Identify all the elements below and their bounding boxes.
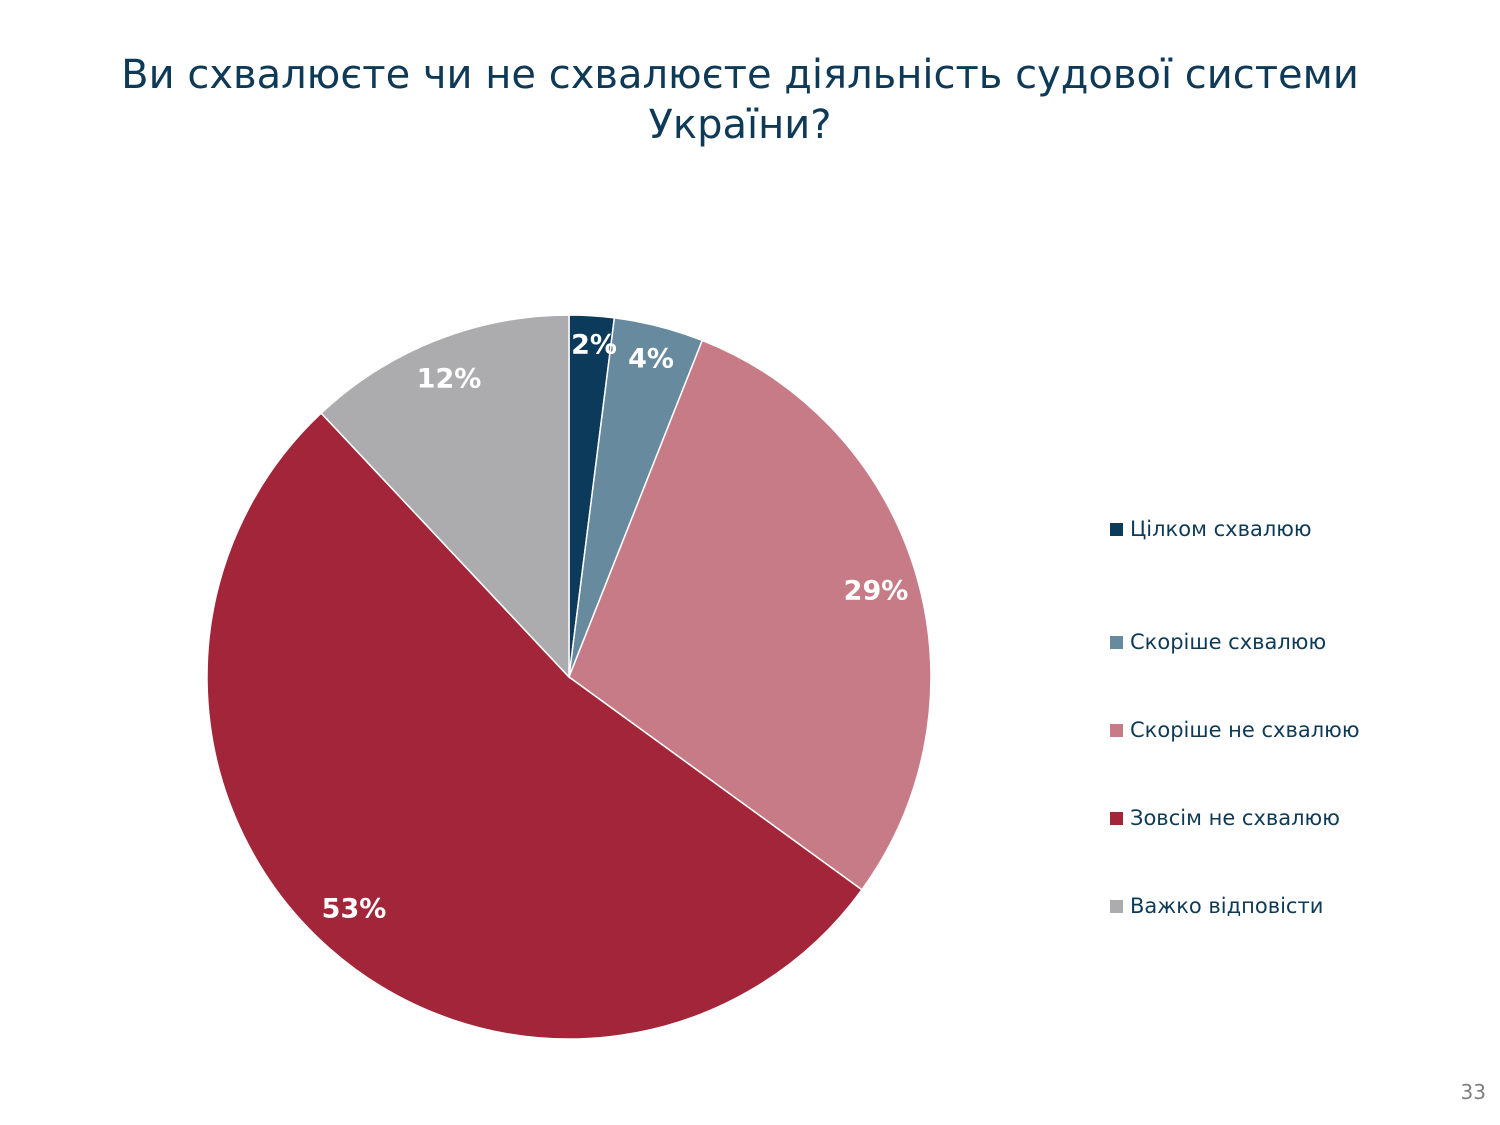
pie-slice bbox=[206, 412, 863, 1040]
legend-label: Зовсім не схвалюю bbox=[1130, 806, 1340, 830]
legend-label: Важко відповісти bbox=[1130, 894, 1324, 918]
pie-data-label: 29% bbox=[844, 576, 909, 607]
legend-label: Скоріше схвалюю bbox=[1130, 630, 1327, 654]
pie-data-labels: 2% 4% 29% 53% 12% bbox=[322, 330, 909, 925]
page-number: 33 bbox=[1460, 1080, 1486, 1104]
legend-item: Скоріше схвалюю bbox=[1110, 598, 1490, 686]
pie-data-label: 53% bbox=[322, 894, 387, 925]
legend-swatch bbox=[1110, 635, 1123, 649]
pie-slice bbox=[320, 314, 570, 679]
pie-slices bbox=[206, 314, 932, 1040]
legend-item: Важко відповісти bbox=[1110, 862, 1490, 950]
pie-data-label: 4% bbox=[628, 344, 674, 375]
legend-item: Скоріше не схвалюю bbox=[1110, 686, 1490, 774]
legend-swatch bbox=[1110, 723, 1123, 737]
legend-label: Скоріше не схвалюю bbox=[1130, 718, 1360, 742]
legend-swatch bbox=[1110, 522, 1123, 536]
chart-title: Ви схвалюєте чи не схвалюєте діяльність … bbox=[121, 52, 1359, 148]
legend-swatch bbox=[1110, 899, 1123, 913]
pie-slice bbox=[568, 339, 932, 891]
chart-legend: Цілком схвалюю Скоріше схвалюю Скоріше не … bbox=[1110, 510, 1490, 950]
pie-data-label: 2% bbox=[571, 330, 617, 361]
legend-item: Цілком схвалюю bbox=[1110, 510, 1490, 548]
legend-item: Зовсім не схвалюю bbox=[1110, 774, 1490, 862]
legend-swatch bbox=[1110, 811, 1123, 825]
legend-label: Цілком схвалюю bbox=[1130, 517, 1312, 541]
pie-data-label: 12% bbox=[417, 364, 482, 395]
